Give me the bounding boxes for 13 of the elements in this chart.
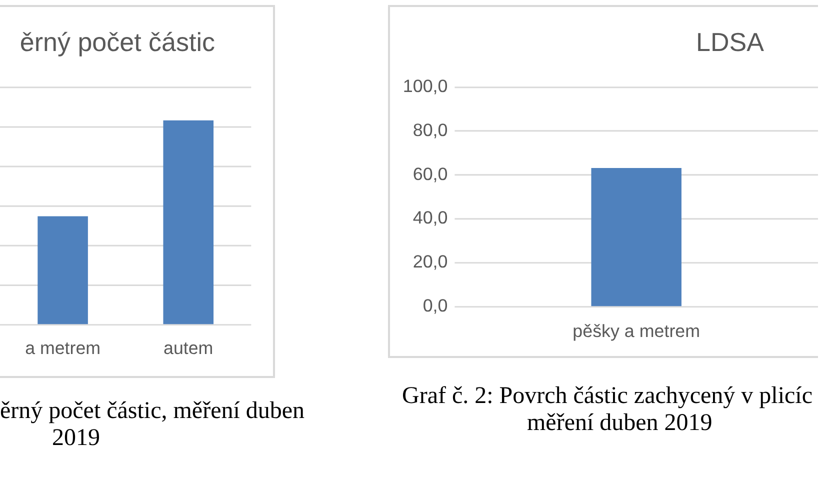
chart-title: ěrný počet částic (20, 26, 215, 58)
y-tick-label: 0,0 (422, 296, 448, 316)
y-tick-label: 100,0 (402, 76, 448, 96)
text: ěrný počet částic, měření duben 2019 (0, 398, 306, 452)
text: Graf č. 2: Povrch částic zachycený v plicíc měření duben 2019 (402, 383, 814, 437)
chart-title: LDSA (696, 26, 764, 58)
y-tick-label: 60,0 (412, 164, 448, 184)
y-tick-label: 40,0 (412, 208, 448, 228)
x-tick-label: a metrem (25, 338, 101, 358)
y-tick-label: 20,0 (412, 252, 448, 272)
y-tick-label: 80,0 (412, 120, 448, 140)
x-tick-label: autem (164, 338, 214, 358)
x-tick-label: pěšky a metrem (572, 321, 700, 341)
